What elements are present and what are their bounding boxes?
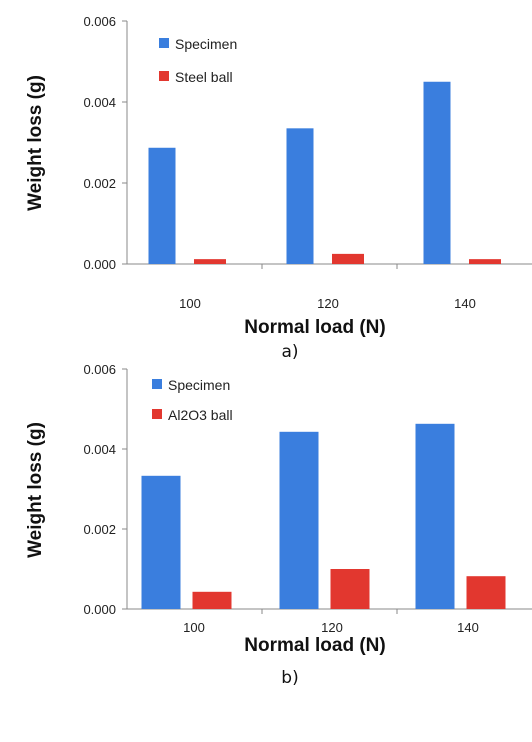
x-tick-label: 140 (457, 620, 479, 635)
chart-a: 0.000 0.002 0.004 0.006 100 120 140 Specimen … (25, 14, 532, 362)
y-ticks: 0.000 0.002 0.004 0.006 (83, 14, 127, 272)
bar-specimen (286, 128, 314, 264)
bar-specimen (423, 81, 451, 264)
legend-label-specimen: Specimen (175, 36, 237, 52)
legend-swatch-steel-ball (159, 71, 169, 81)
x-tick-label: 100 (179, 296, 201, 311)
bars (141, 423, 506, 609)
bar-ball (194, 259, 226, 264)
bar-ball (466, 576, 506, 609)
y-tick-label: 0.000 (83, 602, 116, 617)
x-axis-title: Normal load (N) (244, 635, 385, 656)
legend-label-steel-ball: Steel ball (175, 69, 233, 85)
x-ticks: 100 120 140 (183, 609, 479, 635)
chart-b: 0.000 0.002 0.004 0.006 100 120 140 Specimen … (25, 362, 532, 688)
y-tick-label: 0.006 (83, 362, 116, 377)
y-tick-label: 0.006 (83, 14, 116, 29)
x-tick-label: 100 (183, 620, 205, 635)
x-tick-label: 120 (317, 296, 339, 311)
bar-ball (332, 253, 364, 264)
y-axis-title: Weight loss (g) (25, 422, 46, 558)
bar-specimen (279, 431, 319, 609)
y-tick-label: 0.000 (83, 257, 116, 272)
x-axis-title: Normal load (N) (244, 317, 385, 338)
bar-ball (469, 259, 501, 264)
y-tick-label: 0.002 (83, 176, 116, 191)
x-ticks: 100 120 140 (179, 264, 476, 311)
chart-caption: a) (281, 342, 298, 362)
x-tick-label: 140 (454, 296, 476, 311)
y-tick-label: 0.002 (83, 522, 116, 537)
y-ticks: 0.000 0.002 0.004 0.006 (83, 362, 127, 617)
y-axis-title: Weight loss (g) (25, 75, 46, 211)
bars (148, 81, 501, 264)
bar-specimen (141, 475, 181, 609)
chart-caption: b) (281, 668, 298, 688)
legend-label-al2o3-ball: Al2O3 ball (168, 407, 233, 423)
bar-specimen (148, 147, 176, 264)
bar-ball (330, 569, 370, 609)
legend: Specimen Steel ball (159, 36, 237, 85)
legend: Specimen Al2O3 ball (152, 377, 233, 423)
legend-swatch-specimen (159, 38, 169, 48)
legend-swatch-al2o3-ball (152, 409, 162, 419)
bar-specimen (415, 423, 455, 609)
x-tick-label: 120 (321, 620, 343, 635)
y-tick-label: 0.004 (83, 442, 116, 457)
bar-ball (192, 591, 232, 609)
legend-swatch-specimen (152, 379, 162, 389)
y-tick-label: 0.004 (83, 95, 116, 110)
legend-label-specimen: Specimen (168, 377, 230, 393)
